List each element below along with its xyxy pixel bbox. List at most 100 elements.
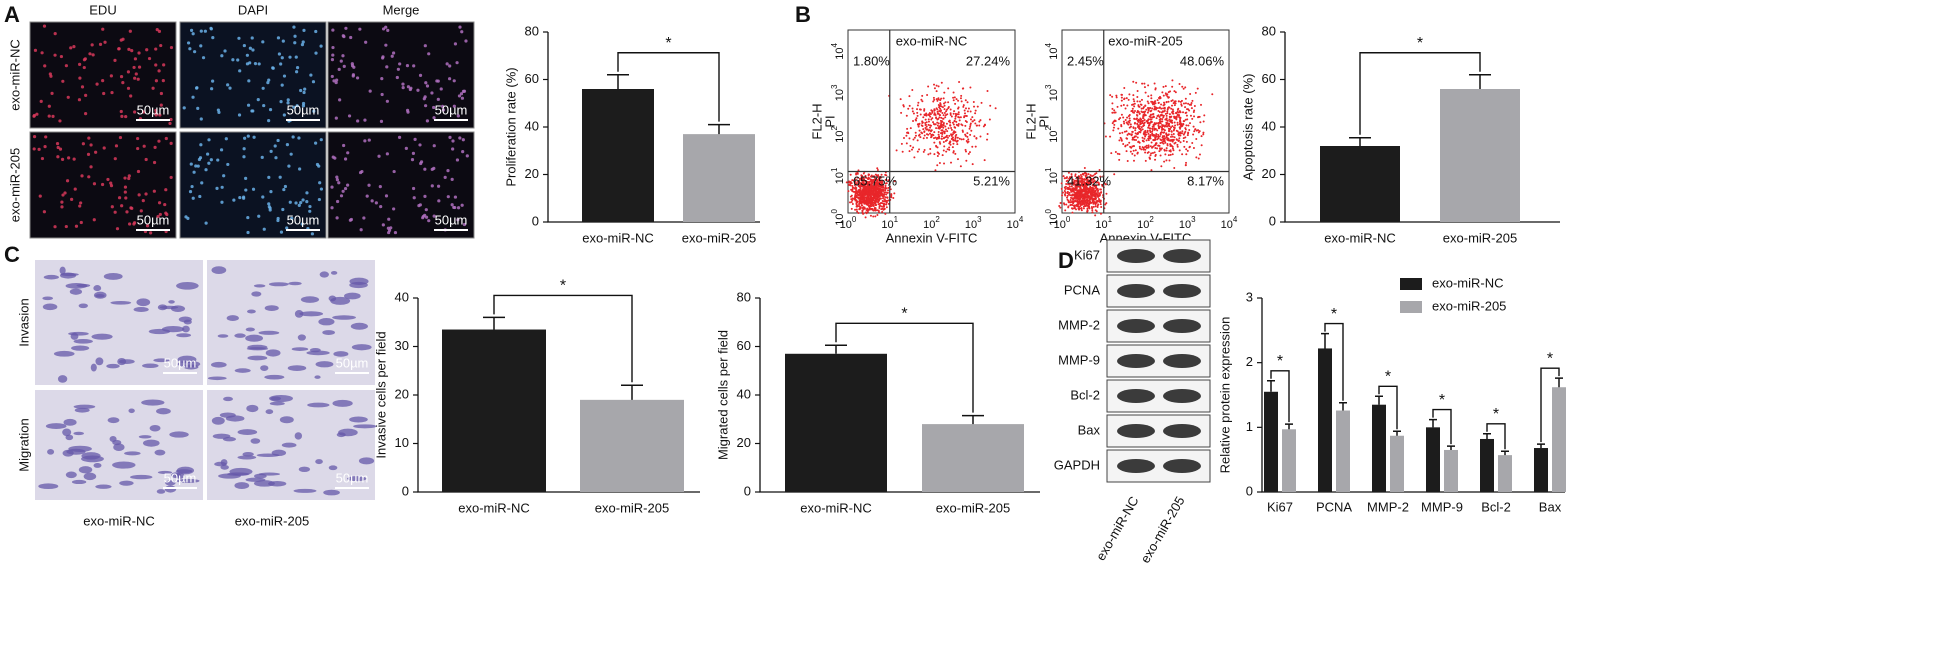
event bbox=[1175, 129, 1178, 132]
event bbox=[1191, 117, 1194, 120]
cell bbox=[189, 162, 193, 166]
tick-base: 10 bbox=[1054, 219, 1066, 231]
event bbox=[941, 135, 944, 138]
event bbox=[958, 119, 961, 122]
event bbox=[1193, 104, 1196, 107]
event bbox=[1118, 158, 1121, 161]
event bbox=[1084, 182, 1087, 185]
event bbox=[1163, 135, 1166, 138]
cell bbox=[379, 119, 384, 123]
cell bbox=[293, 34, 297, 38]
event bbox=[874, 215, 877, 218]
cell bbox=[142, 363, 159, 369]
cell bbox=[339, 194, 344, 198]
event bbox=[870, 184, 873, 187]
event bbox=[1126, 104, 1129, 107]
event bbox=[1149, 137, 1152, 140]
cell bbox=[268, 282, 289, 287]
cell bbox=[335, 178, 339, 182]
event bbox=[1184, 118, 1187, 121]
protein-label: MMP-2 bbox=[1058, 317, 1100, 332]
cell bbox=[401, 86, 405, 90]
bar bbox=[1498, 455, 1512, 492]
event bbox=[1118, 153, 1121, 156]
event bbox=[1131, 107, 1134, 110]
event bbox=[867, 194, 870, 197]
cell bbox=[126, 86, 131, 90]
event bbox=[1160, 147, 1163, 150]
band bbox=[1117, 459, 1155, 473]
event bbox=[943, 132, 946, 135]
event bbox=[1123, 130, 1126, 133]
x-tick-label: MMP-9 bbox=[1421, 499, 1463, 514]
event bbox=[1079, 185, 1082, 188]
bar bbox=[1282, 429, 1296, 492]
event bbox=[1170, 135, 1173, 138]
event bbox=[915, 117, 918, 120]
event bbox=[1142, 107, 1145, 110]
tick-exponent: 1 bbox=[1108, 215, 1113, 224]
cell bbox=[330, 185, 334, 189]
event bbox=[877, 175, 880, 178]
cell bbox=[287, 164, 291, 168]
cell bbox=[89, 143, 93, 147]
cell bbox=[69, 288, 83, 295]
cell bbox=[381, 223, 385, 227]
event bbox=[872, 175, 875, 178]
event bbox=[1174, 100, 1177, 103]
event bbox=[940, 121, 943, 124]
event bbox=[1137, 111, 1140, 114]
event bbox=[1126, 143, 1129, 146]
event bbox=[973, 119, 976, 122]
event bbox=[948, 141, 951, 144]
event bbox=[1087, 196, 1090, 199]
event bbox=[1168, 106, 1171, 109]
scale-bar-label: 50µm bbox=[435, 212, 468, 227]
cell bbox=[381, 27, 386, 31]
event bbox=[1182, 120, 1185, 123]
event bbox=[1094, 205, 1097, 208]
event bbox=[1075, 176, 1078, 179]
cell bbox=[200, 181, 204, 185]
cell bbox=[176, 478, 200, 483]
event bbox=[893, 180, 896, 183]
x-tick-label: MMP-2 bbox=[1367, 499, 1409, 514]
cell bbox=[133, 57, 138, 61]
event bbox=[1178, 110, 1181, 113]
event bbox=[1120, 99, 1123, 102]
event bbox=[1154, 158, 1157, 161]
event bbox=[1132, 159, 1135, 162]
event bbox=[1188, 129, 1191, 132]
event bbox=[983, 159, 986, 162]
event bbox=[861, 174, 864, 177]
event bbox=[1084, 190, 1087, 193]
event bbox=[942, 97, 945, 100]
cell bbox=[464, 39, 468, 43]
event bbox=[858, 208, 861, 211]
cell bbox=[169, 175, 173, 180]
event bbox=[911, 89, 914, 92]
event bbox=[1065, 176, 1068, 179]
event bbox=[944, 128, 947, 131]
event bbox=[947, 101, 950, 104]
scale-bar-label: 50µm bbox=[164, 355, 197, 370]
cell bbox=[120, 114, 124, 118]
event bbox=[919, 108, 922, 111]
event bbox=[930, 136, 933, 139]
event bbox=[1193, 130, 1196, 133]
cell bbox=[127, 47, 131, 51]
cell bbox=[416, 88, 420, 92]
cell bbox=[335, 216, 339, 220]
event bbox=[1100, 206, 1103, 209]
y-tick-label: 1 bbox=[1246, 419, 1253, 434]
event bbox=[1077, 193, 1080, 196]
cell bbox=[299, 201, 303, 205]
event bbox=[866, 192, 869, 195]
event bbox=[1099, 188, 1102, 191]
event bbox=[925, 136, 928, 139]
row-label: Migration bbox=[16, 418, 31, 471]
event bbox=[1149, 145, 1152, 148]
event bbox=[908, 150, 911, 153]
event bbox=[1136, 114, 1139, 117]
event bbox=[1167, 134, 1170, 137]
